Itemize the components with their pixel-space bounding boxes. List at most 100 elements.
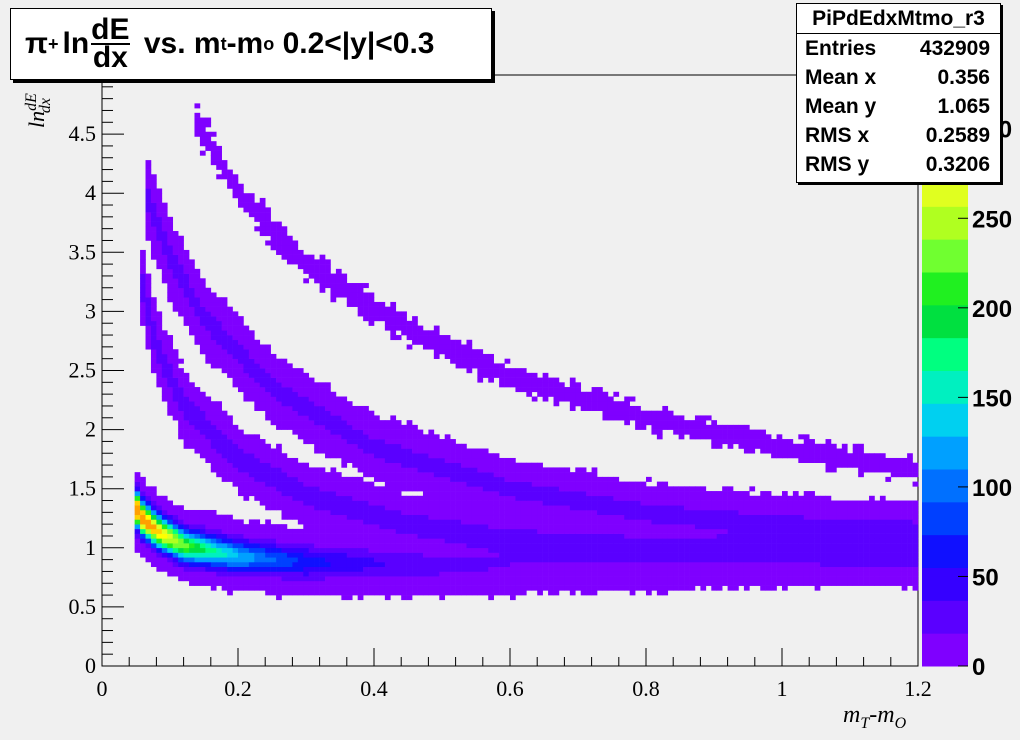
heatmap-cell: [847, 543, 854, 549]
heatmap-cell: [542, 495, 549, 501]
heatmap-cell: [210, 561, 217, 568]
heatmap-cell: [248, 353, 255, 359]
heatmap-cell: [335, 429, 342, 435]
heatmap-cell: [227, 538, 233, 544]
heatmap-cell: [319, 396, 326, 402]
heatmap-cell: [515, 372, 522, 378]
heatmap-cell: [613, 410, 620, 416]
heatmap-cell: [265, 467, 271, 473]
heatmap-cell: [276, 382, 282, 388]
heatmap-cell: [450, 491, 456, 497]
heatmap-cell: [461, 472, 467, 478]
heatmap-cell: [776, 533, 783, 539]
heatmap-cell: [689, 547, 696, 553]
heatmap-cell: [624, 533, 630, 539]
heatmap-cell: [189, 561, 195, 568]
heatmap-cell: [194, 311, 201, 317]
heatmap-cell: [281, 495, 288, 501]
heatmap-cell: [809, 443, 815, 449]
heatmap-cell: [270, 524, 277, 530]
heatmap-cell: [520, 467, 527, 473]
heatmap-cell: [825, 552, 832, 558]
heatmap-cell: [640, 533, 647, 539]
heatmap-cell: [428, 439, 435, 445]
heatmap-cell: [803, 580, 810, 586]
heatmap-cell: [205, 131, 212, 137]
heatmap-cell: [390, 590, 397, 596]
heatmap-cell: [319, 514, 326, 520]
heatmap-cell: [439, 595, 446, 601]
heatmap-cell: [422, 434, 429, 440]
heatmap-cell: [216, 571, 222, 577]
heatmap-cell: [412, 547, 418, 553]
heatmap-cell: [216, 353, 222, 359]
heatmap-cell: [678, 495, 685, 501]
heatmap-cell: [199, 301, 206, 307]
heatmap-cell: [265, 557, 271, 563]
heatmap-cell: [689, 561, 696, 568]
heatmap-cell: [232, 424, 239, 430]
heatmap-cell: [395, 325, 402, 331]
heatmap-cell: [140, 292, 146, 298]
heatmap-cell: [374, 415, 380, 421]
heatmap-cell: [852, 552, 859, 558]
heatmap-cell: [406, 448, 413, 454]
heatmap-cell: [847, 462, 854, 468]
heatmap-cell: [412, 561, 418, 568]
heatmap-cell: [656, 429, 663, 435]
heatmap-cell: [183, 547, 190, 553]
heatmap-cell: [417, 339, 424, 345]
heatmap-cell: [580, 590, 587, 596]
heatmap-cell: [319, 268, 326, 274]
heatmap-cell: [455, 453, 462, 459]
heatmap-cell: [662, 571, 669, 577]
heatmap-cell: [259, 207, 266, 213]
heatmap-cell: [809, 538, 815, 544]
heatmap-cell: [314, 481, 320, 487]
heatmap-cell: [667, 547, 674, 553]
heatmap-cell: [700, 524, 707, 530]
heatmap-cell: [374, 457, 380, 463]
heatmap-cell: [352, 557, 358, 563]
heatmap-cell: [743, 429, 750, 435]
heatmap-cell: [874, 543, 881, 549]
heatmap-cell: [325, 495, 331, 501]
heatmap-cell: [629, 486, 636, 492]
heatmap-cell: [607, 505, 614, 511]
heatmap-cell: [276, 368, 282, 374]
heatmap-cell: [716, 524, 723, 530]
heatmap-cell: [515, 557, 522, 563]
heatmap-cell: [384, 491, 391, 497]
heatmap-cell: [178, 401, 184, 407]
heatmap-cell: [210, 150, 217, 156]
heatmap-cell: [227, 561, 233, 568]
heatmap-cell: [613, 533, 620, 539]
heatmap-cell: [254, 339, 261, 345]
heatmap-cell: [210, 543, 217, 549]
heatmap-cell: [743, 500, 750, 506]
heatmap-cell: [776, 519, 783, 525]
heatmap-cell: [134, 528, 141, 534]
heatmap-cell: [254, 382, 261, 388]
heatmap-cell: [199, 576, 206, 582]
heatmap-cell: [825, 462, 832, 468]
heatmap-cell: [210, 353, 217, 359]
heatmap-cell: [422, 339, 429, 345]
heatmap-cell: [189, 387, 195, 393]
heatmap-cell: [189, 301, 195, 307]
heatmap-cell: [238, 486, 244, 492]
heatmap-cell: [156, 221, 163, 227]
heatmap-cell: [232, 344, 239, 350]
heatmap-cell: [607, 524, 614, 530]
heatmap-cell: [232, 429, 239, 435]
heatmap-cell: [705, 543, 712, 549]
heatmap-cell: [863, 524, 870, 530]
heatmap-cell: [276, 571, 282, 577]
heatmap-cell: [374, 580, 380, 586]
heatmap-cell: [548, 557, 554, 563]
heatmap-cell: [651, 543, 658, 549]
heatmap-cell: [172, 268, 179, 274]
heatmap-cell: [586, 476, 592, 482]
heatmap-cell: [471, 509, 478, 516]
heatmap-cell: [346, 448, 353, 454]
